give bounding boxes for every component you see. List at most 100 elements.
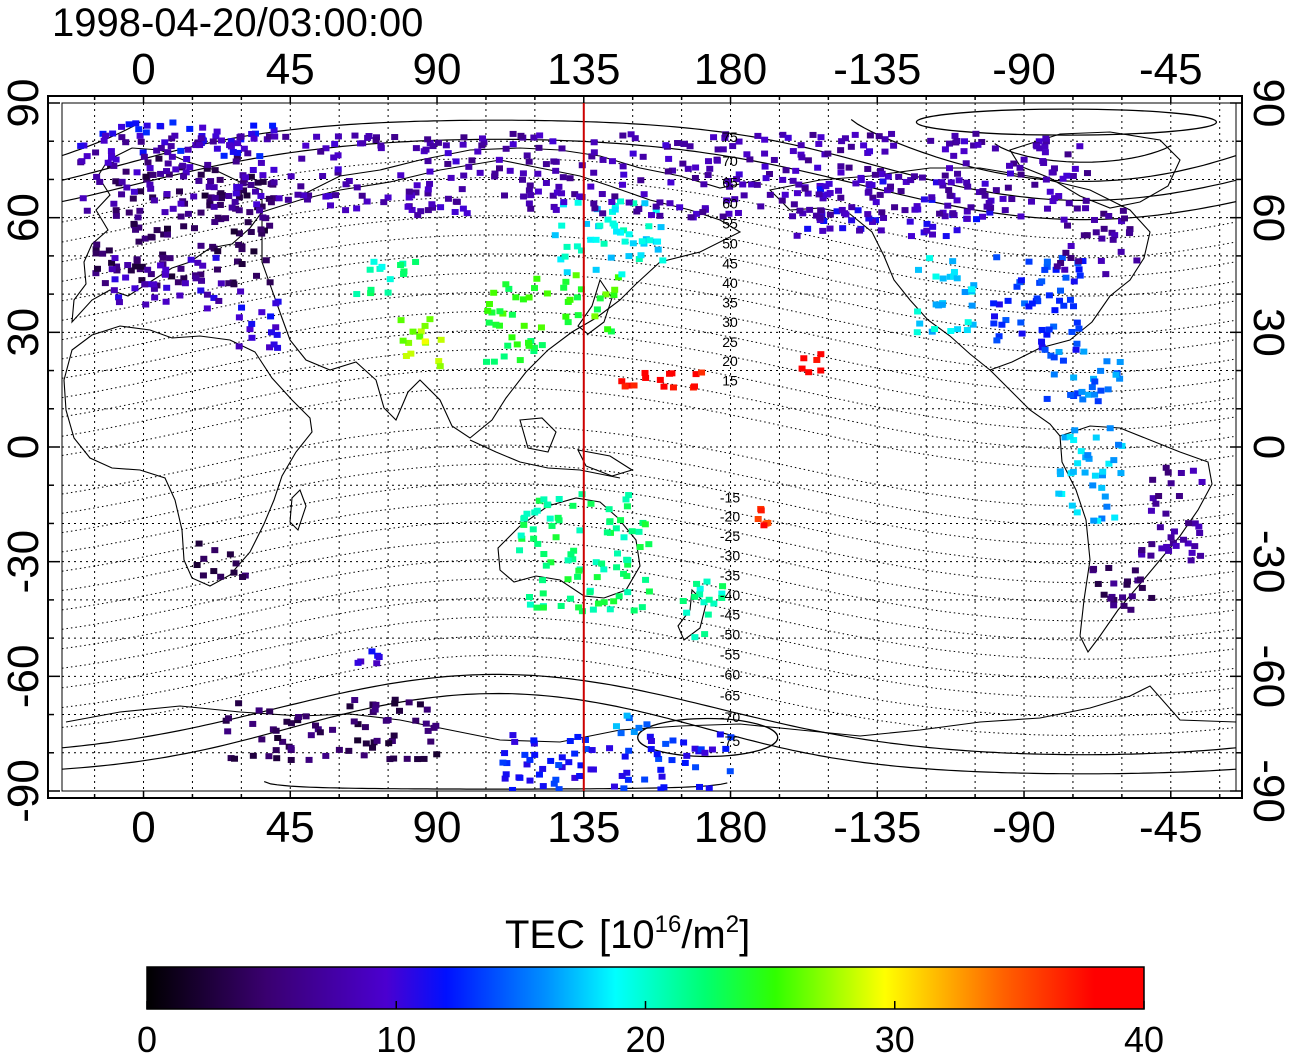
tec-cell [645, 541, 653, 548]
tec-cell [1071, 165, 1079, 172]
tec-cell [552, 776, 560, 783]
tec-cell [361, 724, 369, 731]
tec-cell [1103, 503, 1111, 510]
tec-cell [294, 191, 302, 198]
tec-cell [1050, 165, 1058, 172]
contour-label: 30 [722, 314, 738, 330]
tec-cell [642, 576, 650, 583]
tec-cell [804, 225, 812, 232]
tec-cell [1098, 235, 1106, 242]
tec-cell [133, 257, 141, 264]
tec-cell [600, 240, 608, 247]
tec-cell [370, 258, 378, 265]
tec-cell [1111, 514, 1119, 521]
tec-cell [555, 183, 563, 190]
tec-cell [621, 753, 629, 760]
right-latitude-tick-label: 0 [1244, 435, 1292, 459]
tec-cell [602, 291, 610, 298]
tec-cell [820, 192, 828, 199]
tec-cell [681, 759, 689, 766]
tec-cell [129, 195, 137, 202]
tec-cell [553, 189, 561, 196]
tec-cell [531, 285, 539, 292]
tec-cell [516, 547, 524, 554]
tec-cell [691, 634, 699, 641]
tec-cell [520, 521, 528, 528]
tec-cell [405, 699, 413, 706]
tec-cell [111, 276, 119, 283]
tec-cell [757, 203, 765, 210]
tec-cell [932, 179, 940, 186]
tec-cell [322, 145, 330, 152]
tec-cell [217, 190, 225, 197]
tec-cell [131, 285, 139, 292]
tec-cell [215, 297, 223, 304]
tec-cell [499, 759, 507, 766]
tec-cell [1128, 593, 1136, 600]
tec-cell [963, 179, 971, 186]
tec-cell [157, 262, 165, 269]
tec-cell [162, 298, 170, 305]
contour-label: -75 [720, 733, 740, 749]
tec-cell [687, 214, 695, 221]
tec-cell [760, 522, 768, 529]
tec-cell [460, 172, 468, 179]
tec-cell [539, 783, 547, 790]
tec-cell [1017, 277, 1025, 284]
tec-cell [660, 383, 668, 390]
contour-label: 65 [722, 175, 738, 191]
tec-cell [210, 245, 218, 252]
tec-cell [1043, 205, 1051, 212]
tec-cell [796, 207, 804, 214]
tec-cell [207, 194, 215, 201]
colorbar-ticks: 0 10 20 30 40 [137, 1001, 1164, 1057]
contour-label: -35 [720, 567, 740, 583]
tec-cell [108, 259, 116, 266]
tec-cell [891, 204, 899, 211]
tec-cell [1149, 476, 1157, 483]
tec-cell [587, 183, 595, 190]
coastline-south-america [1059, 425, 1213, 654]
tec-cell [287, 173, 295, 180]
tec-cell [622, 496, 630, 503]
tec-cell [451, 208, 459, 215]
tec-cell [590, 169, 598, 176]
tec-cell [577, 247, 585, 254]
tec-cell [701, 631, 709, 638]
tec-cell [841, 135, 849, 142]
tec-cell [272, 324, 280, 331]
tec-cell [334, 152, 342, 159]
tec-cell [150, 197, 158, 204]
top-longitude-tick-label: 90 [413, 45, 462, 94]
tec-cell [701, 205, 709, 212]
tec-cell [616, 229, 624, 236]
tec-cell [238, 304, 246, 311]
tec-cell [596, 295, 604, 302]
tec-cell [168, 273, 176, 280]
tec-cell [444, 195, 452, 202]
tec-cell [871, 171, 879, 178]
tec-cell [630, 728, 638, 735]
tec-cell [513, 341, 521, 348]
tec-cell [534, 188, 542, 195]
tec-cell [1105, 212, 1113, 219]
tec-cell [1046, 188, 1054, 195]
tec-cell [372, 137, 380, 144]
tec-cell [1067, 242, 1075, 249]
tec-cell [647, 746, 655, 753]
tec-cell [235, 700, 243, 707]
tec-cell [1155, 493, 1163, 500]
tec-cell [153, 227, 161, 234]
tec-cell [524, 339, 532, 346]
tec-cell [578, 608, 586, 615]
tec-cell [1017, 213, 1025, 220]
tec-cell [1097, 367, 1105, 374]
tec-cell [1175, 493, 1183, 500]
tec-cell [637, 252, 645, 259]
tec-cell [444, 150, 452, 157]
tec-cell [432, 722, 440, 729]
tec-cell [636, 544, 644, 551]
tec-cell [1055, 193, 1063, 200]
tec-cell [266, 279, 274, 286]
tec-cell [238, 246, 246, 253]
